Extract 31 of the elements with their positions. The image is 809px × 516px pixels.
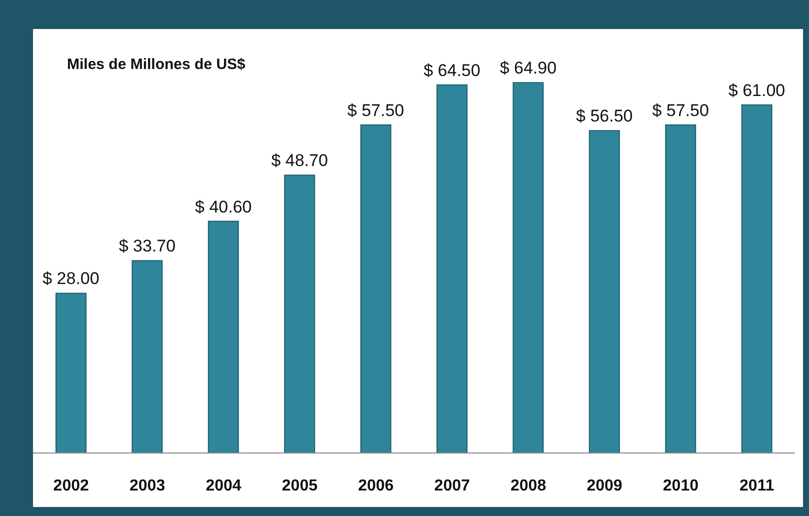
data-label: $ 57.50 [652, 100, 709, 120]
bar [436, 84, 468, 454]
x-tick-label: 2008 [510, 477, 546, 494]
x-tick-label: 2007 [434, 477, 470, 494]
data-label: $ 40.60 [195, 197, 252, 216]
x-tick-label: 2009 [586, 477, 622, 494]
data-label: $ 64.90 [500, 58, 557, 78]
bar [132, 260, 163, 454]
chart-title: Miles de Millones de US$ [67, 56, 246, 73]
data-label: $ 64.50 [424, 60, 480, 80]
data-label: $ 57.50 [347, 100, 404, 120]
x-tick-label: 2004 [206, 477, 242, 494]
x-tick-label: 2002 [53, 477, 89, 494]
x-tick-label: 2011 [740, 477, 774, 494]
x-tick-label: 2005 [282, 477, 318, 494]
bar [665, 124, 696, 454]
data-label: $ 28.00 [42, 269, 100, 288]
bar [588, 130, 620, 454]
bar [284, 174, 316, 454]
bar [741, 104, 772, 454]
data-label: $ 56.50 [576, 106, 633, 126]
bar [56, 292, 86, 454]
bar [512, 82, 544, 454]
x-tick-label: 2010 [662, 477, 699, 494]
x-tick-label: 2003 [130, 477, 166, 494]
x-tick-label: 2006 [358, 477, 394, 494]
bar [208, 220, 239, 454]
bar [360, 124, 392, 454]
data-label: $ 61.00 [728, 80, 786, 100]
data-label: $ 48.70 [271, 151, 328, 170]
data-label: $ 33.70 [118, 236, 176, 256]
